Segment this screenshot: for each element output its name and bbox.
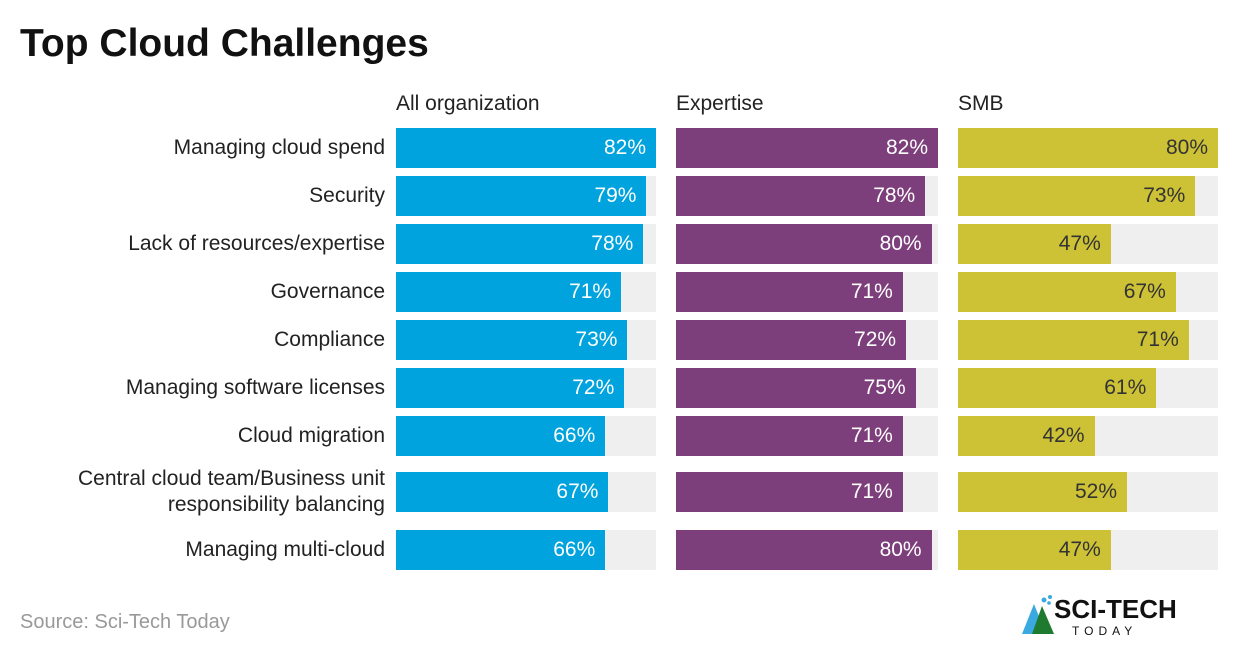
category-label: Governance — [270, 280, 385, 303]
bar-track: 71% — [396, 272, 656, 312]
data-label: 73% — [1143, 184, 1186, 207]
bar-track: 78% — [396, 224, 656, 264]
bar-track: 61% — [958, 368, 1218, 408]
bar: 67% — [396, 472, 609, 512]
data-label: 66% — [553, 424, 596, 447]
bar-track: 52% — [958, 472, 1218, 512]
svg-text:SCI-TECH: SCI-TECH — [1054, 594, 1177, 624]
bar: 73% — [396, 320, 628, 360]
data-label: 71% — [850, 480, 893, 503]
bar: 66% — [396, 416, 606, 456]
bar: 66% — [396, 530, 606, 570]
category-label: Compliance — [274, 328, 385, 351]
bar-track: 80% — [958, 128, 1218, 168]
category-label: Managing software licenses — [125, 376, 385, 399]
data-label: 71% — [850, 424, 893, 447]
data-label: 80% — [879, 232, 922, 255]
data-label: 73% — [575, 328, 618, 351]
data-label: 71% — [850, 280, 893, 303]
data-label: 72% — [572, 376, 615, 399]
bar: 82% — [676, 128, 938, 168]
bar: 79% — [396, 176, 647, 216]
data-label: 82% — [885, 136, 928, 159]
panel-title: SMB — [958, 92, 1004, 115]
bar-track: 72% — [676, 320, 938, 360]
bar: 42% — [958, 416, 1095, 456]
bar-track: 47% — [958, 530, 1218, 570]
data-label: 79% — [594, 184, 637, 207]
bar: 72% — [676, 320, 907, 360]
svg-text:TODAY: TODAY — [1072, 624, 1137, 638]
bar: 71% — [396, 272, 622, 312]
data-label: 71% — [569, 280, 612, 303]
data-label: 52% — [1074, 480, 1117, 503]
data-label: 67% — [1123, 280, 1166, 303]
bar: 47% — [958, 224, 1111, 264]
bar: 80% — [958, 128, 1218, 168]
category-label: Central cloud team/Business unit respons… — [78, 467, 385, 516]
bar-track: 67% — [958, 272, 1218, 312]
bar: 73% — [958, 176, 1196, 216]
bar-track: 66% — [396, 530, 656, 570]
chart-title: Top Cloud Challenges — [20, 22, 429, 65]
bar: 72% — [396, 368, 625, 408]
bar-track: 80% — [676, 224, 938, 264]
data-label: 80% — [1165, 136, 1208, 159]
bar: 47% — [958, 530, 1111, 570]
bar: 80% — [676, 224, 932, 264]
bar: 75% — [676, 368, 916, 408]
bar-track: 71% — [676, 416, 938, 456]
data-label: 78% — [591, 232, 634, 255]
bar: 71% — [676, 416, 903, 456]
data-label: 72% — [854, 328, 897, 351]
bar: 71% — [676, 272, 903, 312]
sci-tech-today-logo: SCI-TECH TODAY — [1020, 592, 1200, 643]
data-label: 47% — [1058, 232, 1101, 255]
bar: 80% — [676, 530, 932, 570]
data-label: 82% — [603, 136, 646, 159]
bar-track: 67% — [396, 472, 656, 512]
source-note: Source: Sci-Tech Today — [20, 611, 230, 633]
category-label: Managing multi-cloud — [185, 538, 385, 561]
data-label: 47% — [1058, 538, 1101, 561]
panel-title: Expertise — [676, 92, 764, 115]
bar-track: 82% — [676, 128, 938, 168]
category-label: Managing cloud spend — [173, 136, 385, 159]
bar-track: 73% — [958, 176, 1218, 216]
bar: 82% — [396, 128, 656, 168]
bar-track: 72% — [396, 368, 656, 408]
bar-track: 71% — [676, 472, 938, 512]
bar-track: 42% — [958, 416, 1218, 456]
category-label: Security — [309, 184, 385, 207]
data-label: 67% — [556, 480, 599, 503]
bar-track: 78% — [676, 176, 938, 216]
bar: 71% — [958, 320, 1189, 360]
bar-track: 47% — [958, 224, 1218, 264]
panel-title: All organization — [396, 92, 540, 115]
bar-track: 66% — [396, 416, 656, 456]
data-label: 61% — [1104, 376, 1147, 399]
bar-track: 79% — [396, 176, 656, 216]
data-label: 66% — [553, 538, 596, 561]
data-label: 78% — [873, 184, 916, 207]
data-label: 42% — [1042, 424, 1085, 447]
category-label: Cloud migration — [237, 424, 385, 447]
category-label: Lack of resources/expertise — [128, 232, 385, 255]
bar: 78% — [396, 224, 644, 264]
data-label: 80% — [879, 538, 922, 561]
bar-track: 71% — [958, 320, 1218, 360]
bar: 52% — [958, 472, 1127, 512]
bar-track: 71% — [676, 272, 938, 312]
bar-track: 75% — [676, 368, 938, 408]
data-label: 71% — [1136, 328, 1179, 351]
bar-track: 80% — [676, 530, 938, 570]
data-label: 75% — [863, 376, 906, 399]
bar: 78% — [676, 176, 926, 216]
bar: 61% — [958, 368, 1157, 408]
bar-track: 82% — [396, 128, 656, 168]
bar: 71% — [676, 472, 903, 512]
bar: 67% — [958, 272, 1176, 312]
bar-track: 73% — [396, 320, 656, 360]
